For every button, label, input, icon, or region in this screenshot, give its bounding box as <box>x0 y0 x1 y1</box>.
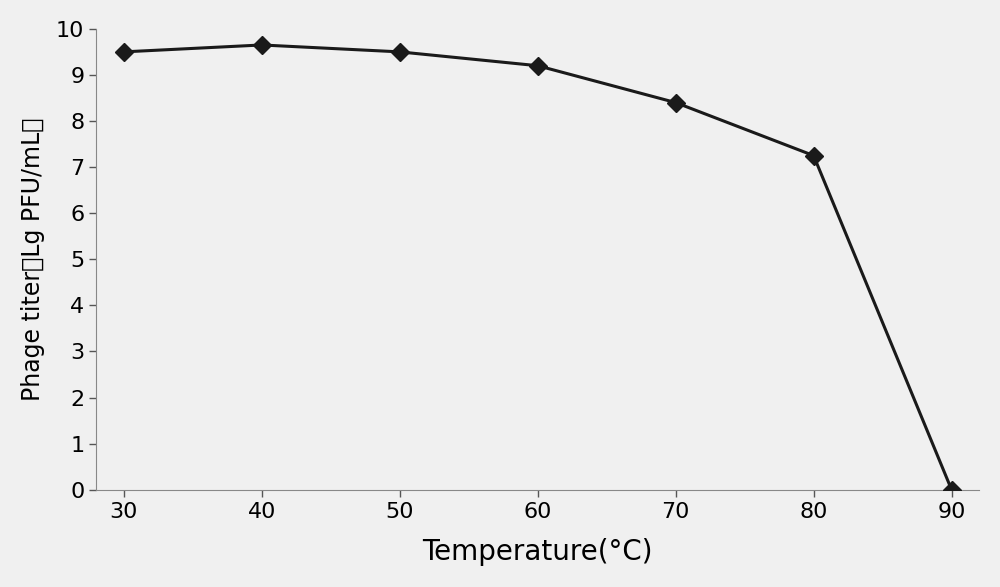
Y-axis label: Phage titer（Lg PFU/mL）: Phage titer（Lg PFU/mL） <box>21 117 45 401</box>
X-axis label: Temperature(°C): Temperature(°C) <box>422 538 653 566</box>
